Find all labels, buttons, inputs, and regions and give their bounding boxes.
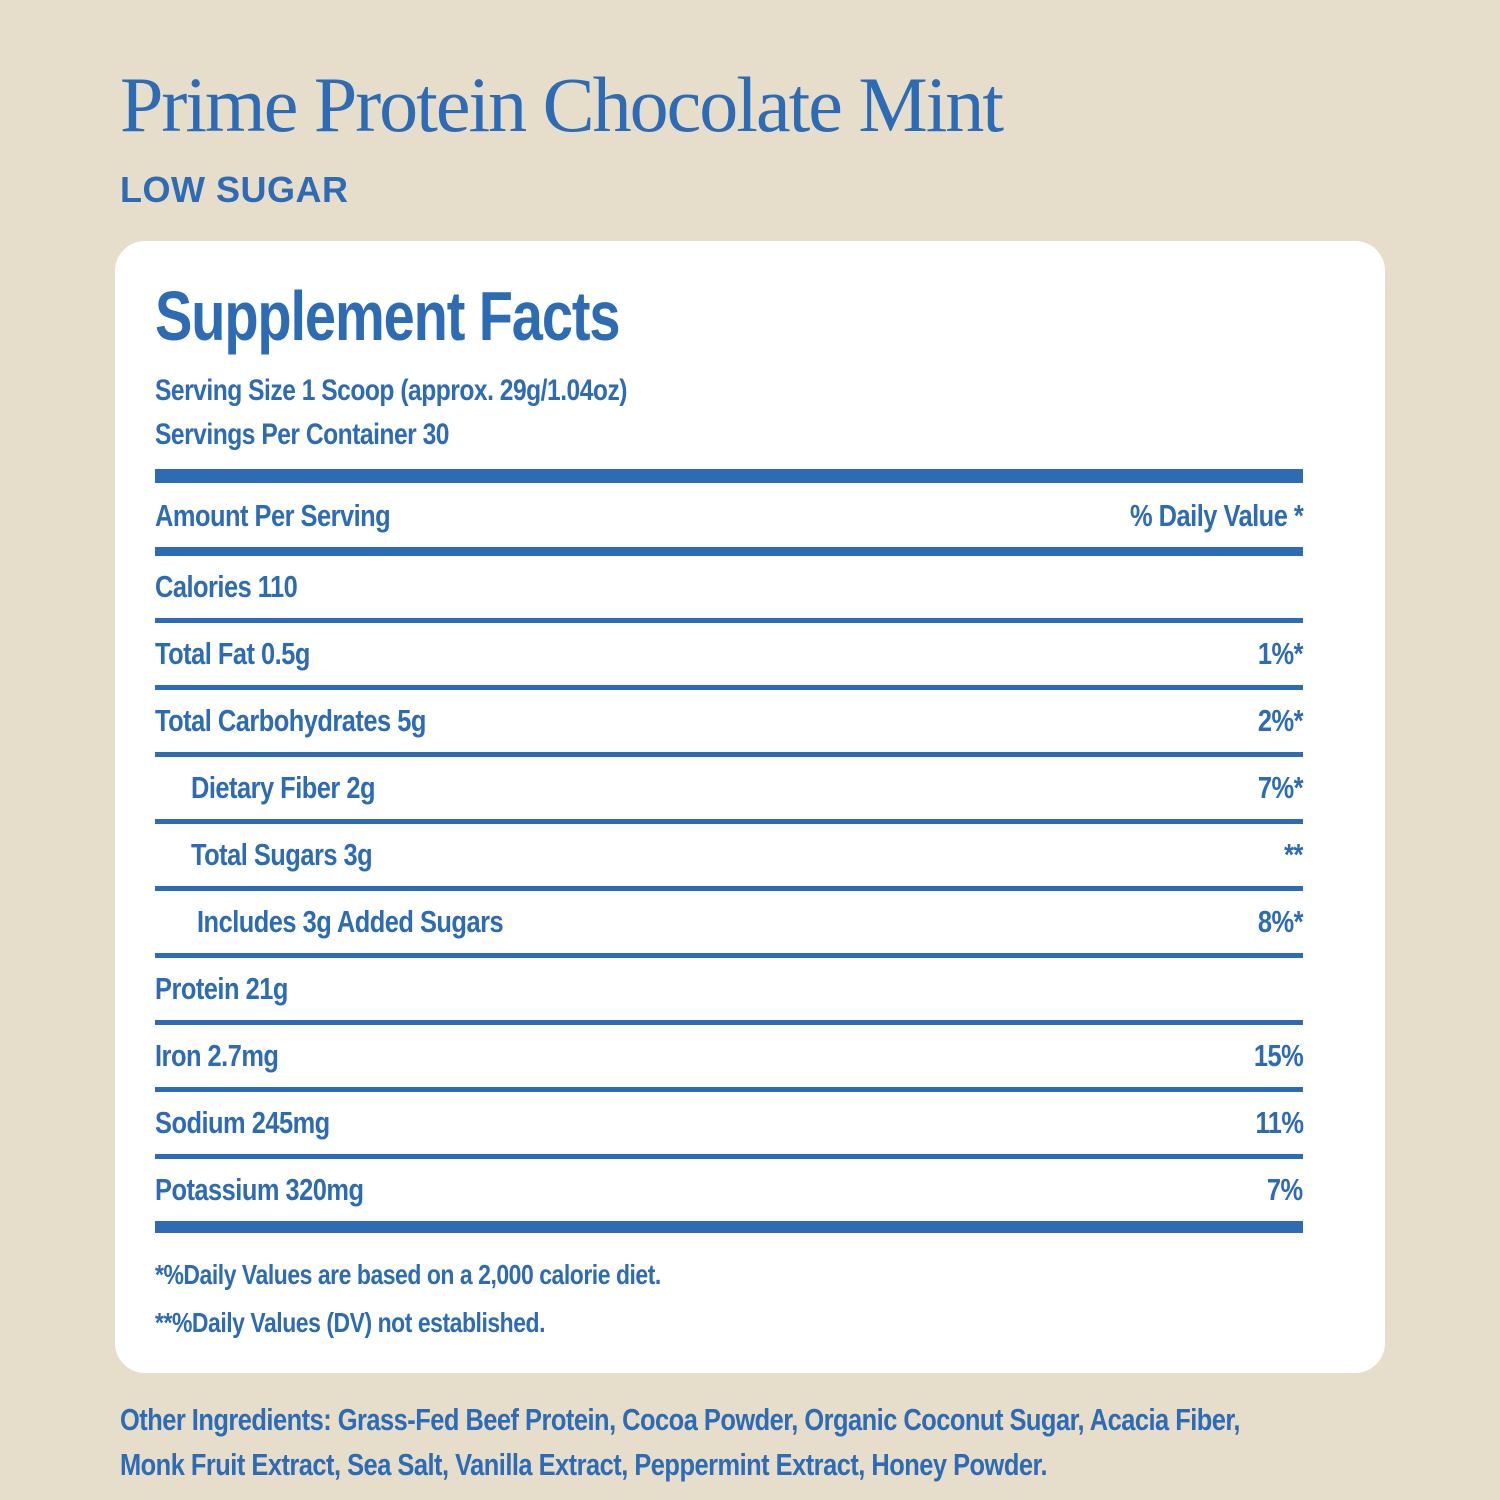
row-divider [155, 818, 1303, 824]
table-top-bar [155, 468, 1303, 483]
daily-value-header: % Daily Value * [1129, 497, 1304, 533]
row-divider [155, 952, 1303, 958]
row-divider [155, 751, 1303, 757]
facts-row-iron-2-7mg: Iron 2.7mg 15% [155, 1025, 1304, 1087]
nutrient-label: Iron 2.7mg [155, 1037, 279, 1073]
supplement-facts-heading: Supplement Facts [155, 281, 1303, 351]
facts-row-total-carbohydrates-5g: Total Carbohydrates 5g 2%* [155, 690, 1304, 752]
daily-value: 1%* [1257, 635, 1304, 671]
product-subtitle: LOW SUGAR [120, 169, 349, 211]
nutrient-label: Includes 3g Added Sugars [197, 903, 504, 939]
page-header: Prime Protein Chocolate Mint LOW SUGAR [0, 0, 1500, 209]
daily-value: 8%* [1257, 903, 1304, 939]
facts-row-calories-110: Calories 110 [155, 556, 1303, 618]
product-title: Prime Protein Chocolate Mint [120, 61, 1004, 148]
nutrient-label: Dietary Fiber 2g [191, 769, 376, 805]
nutrient-label: Total Carbohydrates 5g [155, 702, 426, 738]
row-divider [155, 617, 1303, 623]
other-ingredients: Other Ingredients: Grass-Fed Beef Protei… [120, 1397, 1382, 1487]
row-divider [155, 1153, 1303, 1159]
facts-row-total-sugars-3g: Total Sugars 3g ** [155, 824, 1304, 886]
serving-info: Serving Size 1 Scoop (approx. 29g/1.04oz… [155, 369, 1303, 457]
daily-value: ** [1284, 836, 1303, 872]
facts-row-potassium-320mg: Potassium 320mg 7% [155, 1159, 1304, 1221]
nutrient-label: Total Fat 0.5g [155, 635, 310, 671]
daily-value: 7% [1267, 1171, 1303, 1207]
nutrient-label: Total Sugars 3g [191, 836, 373, 872]
supplement-facts-panel: Supplement Facts Serving Size 1 Scoop (a… [115, 240, 1385, 1373]
row-divider [155, 1086, 1303, 1092]
facts-row-total-fat-0-5g: Total Fat 0.5g 1%* [155, 623, 1304, 685]
table-bottom-bar [155, 1220, 1303, 1233]
nutrient-label: Protein 21g [155, 970, 288, 1006]
serving-size-line: Serving Size 1 Scoop (approx. 29g/1.04oz… [155, 373, 627, 407]
facts-row-includes-3g-added-sugars: Includes 3g Added Sugars 8%* [155, 891, 1304, 953]
row-divider [155, 1019, 1303, 1025]
footnote-dv-not-established: **%Daily Values (DV) not established. [155, 1306, 546, 1338]
ingredients-line-2: Monk Fruit Extract, Sea Salt, Vanilla Ex… [120, 1446, 1048, 1482]
nutrient-label: Potassium 320mg [155, 1171, 364, 1207]
daily-value: 15% [1253, 1037, 1304, 1073]
table-header-row: Amount Per Serving % Daily Value * [155, 483, 1304, 547]
daily-value: 2%* [1257, 702, 1304, 738]
facts-row-sodium-245mg: Sodium 245mg 11% [155, 1092, 1304, 1154]
daily-value: 11% [1255, 1104, 1303, 1140]
daily-value: 7%* [1257, 769, 1304, 805]
ingredients-line-1: Other Ingredients: Grass-Fed Beef Protei… [120, 1401, 1240, 1437]
facts-row-dietary-fiber-2g: Dietary Fiber 2g 7%* [155, 757, 1304, 819]
footnotes: *%Daily Values are based on a 2,000 calo… [155, 1251, 1303, 1347]
facts-row-protein-21g: Protein 21g [155, 958, 1303, 1020]
nutrient-label: Sodium 245mg [155, 1104, 330, 1140]
servings-per-container-line: Servings Per Container 30 [155, 417, 449, 451]
nutrient-label: Calories 110 [155, 568, 298, 604]
row-divider [155, 885, 1303, 891]
supplement-facts-heading-text: Supplement Facts [155, 276, 621, 355]
table-header-divider [155, 546, 1303, 556]
row-divider [155, 684, 1303, 690]
facts-rows: Calories 110 Total Fat 0.5g 1%* Total Carbo… [155, 556, 1304, 1221]
amount-per-serving-header: Amount Per Serving [155, 497, 391, 533]
footnote-daily-values: *%Daily Values are based on a 2,000 calo… [155, 1258, 661, 1290]
